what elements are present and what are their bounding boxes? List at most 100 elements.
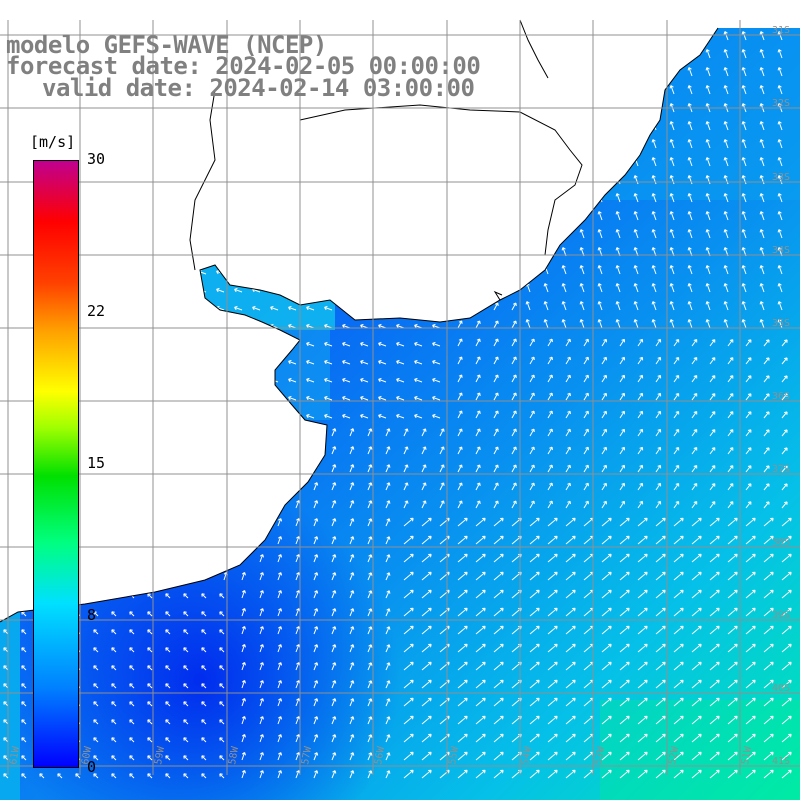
wind-arrow xyxy=(543,211,549,221)
wind-arrow xyxy=(457,769,468,779)
wind-arrow xyxy=(457,482,463,491)
wind-arrow xyxy=(655,482,662,491)
wind-arrow xyxy=(781,501,788,509)
wind-arrow xyxy=(0,197,9,203)
lat-label: 39S xyxy=(772,610,790,621)
wind-arrow xyxy=(529,517,540,527)
wind-arrow xyxy=(183,647,189,653)
wind-arrow xyxy=(547,500,553,509)
wind-arrow xyxy=(547,697,558,707)
wind-arrow xyxy=(288,233,297,239)
wind-arrow xyxy=(457,428,463,437)
wind-arrow xyxy=(633,67,639,77)
wind-arrow xyxy=(0,125,9,131)
wind-arrow xyxy=(126,107,135,113)
wind-arrow xyxy=(493,410,499,419)
wind-arrow xyxy=(691,643,702,653)
wind-arrow xyxy=(3,647,9,653)
wind-arrow xyxy=(475,446,481,455)
wind-arrow xyxy=(655,338,662,347)
wind-arrow xyxy=(169,463,174,473)
wind-arrow xyxy=(421,553,432,563)
wind-arrow xyxy=(529,482,535,491)
wind-arrow xyxy=(745,535,756,545)
wind-arrow xyxy=(414,125,423,131)
wind-arrow xyxy=(241,626,246,635)
wind-arrow xyxy=(331,428,337,437)
wind-arrow xyxy=(565,392,571,401)
wind-arrow xyxy=(727,375,734,383)
wind-arrow xyxy=(601,410,607,419)
lon-label: 60W xyxy=(80,745,94,766)
wind-arrow xyxy=(403,517,414,527)
wind-arrow xyxy=(745,679,756,689)
wind-arrow xyxy=(3,629,9,635)
wind-arrow xyxy=(673,517,684,527)
wind-arrow xyxy=(457,374,463,383)
wind-arrow xyxy=(565,374,571,383)
wind-arrow xyxy=(673,429,680,437)
wind-arrow xyxy=(475,374,481,383)
wind-arrow xyxy=(597,139,603,149)
wind-arrow xyxy=(547,338,553,347)
wind-arrow xyxy=(90,233,99,239)
wind-arrow xyxy=(201,755,207,761)
wind-arrow xyxy=(144,215,153,221)
wind-arrow xyxy=(669,121,675,131)
wind-arrow xyxy=(619,500,625,509)
wind-arrow xyxy=(493,625,504,635)
wind-arrow xyxy=(414,35,423,41)
wind-arrow xyxy=(759,319,765,329)
wind-arrow xyxy=(727,751,738,761)
wind-arrow xyxy=(18,233,27,239)
wind-arrow xyxy=(763,517,774,527)
wind-arrow xyxy=(759,193,765,203)
wind-arrow xyxy=(306,215,315,221)
wind-arrow xyxy=(36,107,45,113)
wind-arrow xyxy=(723,265,729,275)
colorbar-tick-30: 30 xyxy=(87,150,106,168)
wind-arrow xyxy=(306,359,315,365)
wind-arrow xyxy=(619,733,630,743)
wind-arrow xyxy=(126,287,135,293)
wind-arrow xyxy=(525,49,531,59)
wind-arrow xyxy=(745,589,756,599)
wind-arrow xyxy=(547,482,553,491)
wind-arrow xyxy=(403,535,414,545)
wind-arrow xyxy=(745,751,756,761)
wind-arrow xyxy=(349,518,355,527)
wind-arrow xyxy=(219,647,225,653)
wind-arrow xyxy=(126,359,135,365)
wind-arrow xyxy=(331,572,337,581)
wind-arrow xyxy=(306,107,315,113)
wind-arrow xyxy=(619,392,625,401)
wind-arrow xyxy=(234,161,243,167)
wind-arrow xyxy=(709,447,716,455)
wind-arrow xyxy=(324,377,333,383)
wind-arrow xyxy=(234,215,243,221)
wind-arrow xyxy=(741,85,747,95)
wind-arrow xyxy=(385,680,391,689)
wind-arrow xyxy=(385,644,391,653)
wind-arrow xyxy=(277,590,283,599)
wind-arrow xyxy=(90,269,99,275)
wind-arrow xyxy=(378,107,387,113)
wind-arrow xyxy=(385,662,391,671)
wind-arrow xyxy=(705,67,711,77)
wind-arrow xyxy=(475,571,486,581)
wind-arrow xyxy=(169,571,174,581)
wind-arrow xyxy=(259,500,264,509)
wind-arrow xyxy=(313,446,319,455)
lon-label: 61W xyxy=(8,745,22,766)
wind-arrow xyxy=(493,392,499,401)
wind-arrow xyxy=(763,553,774,563)
wind-arrow xyxy=(457,410,463,419)
wind-arrow xyxy=(727,517,738,527)
wind-arrow xyxy=(759,301,765,311)
wind-arrow xyxy=(24,553,30,563)
wind-arrow xyxy=(745,733,756,743)
wind-arrow xyxy=(432,125,441,131)
wind-arrow xyxy=(187,572,192,581)
wind-arrow xyxy=(633,301,639,311)
wind-arrow xyxy=(313,500,319,509)
